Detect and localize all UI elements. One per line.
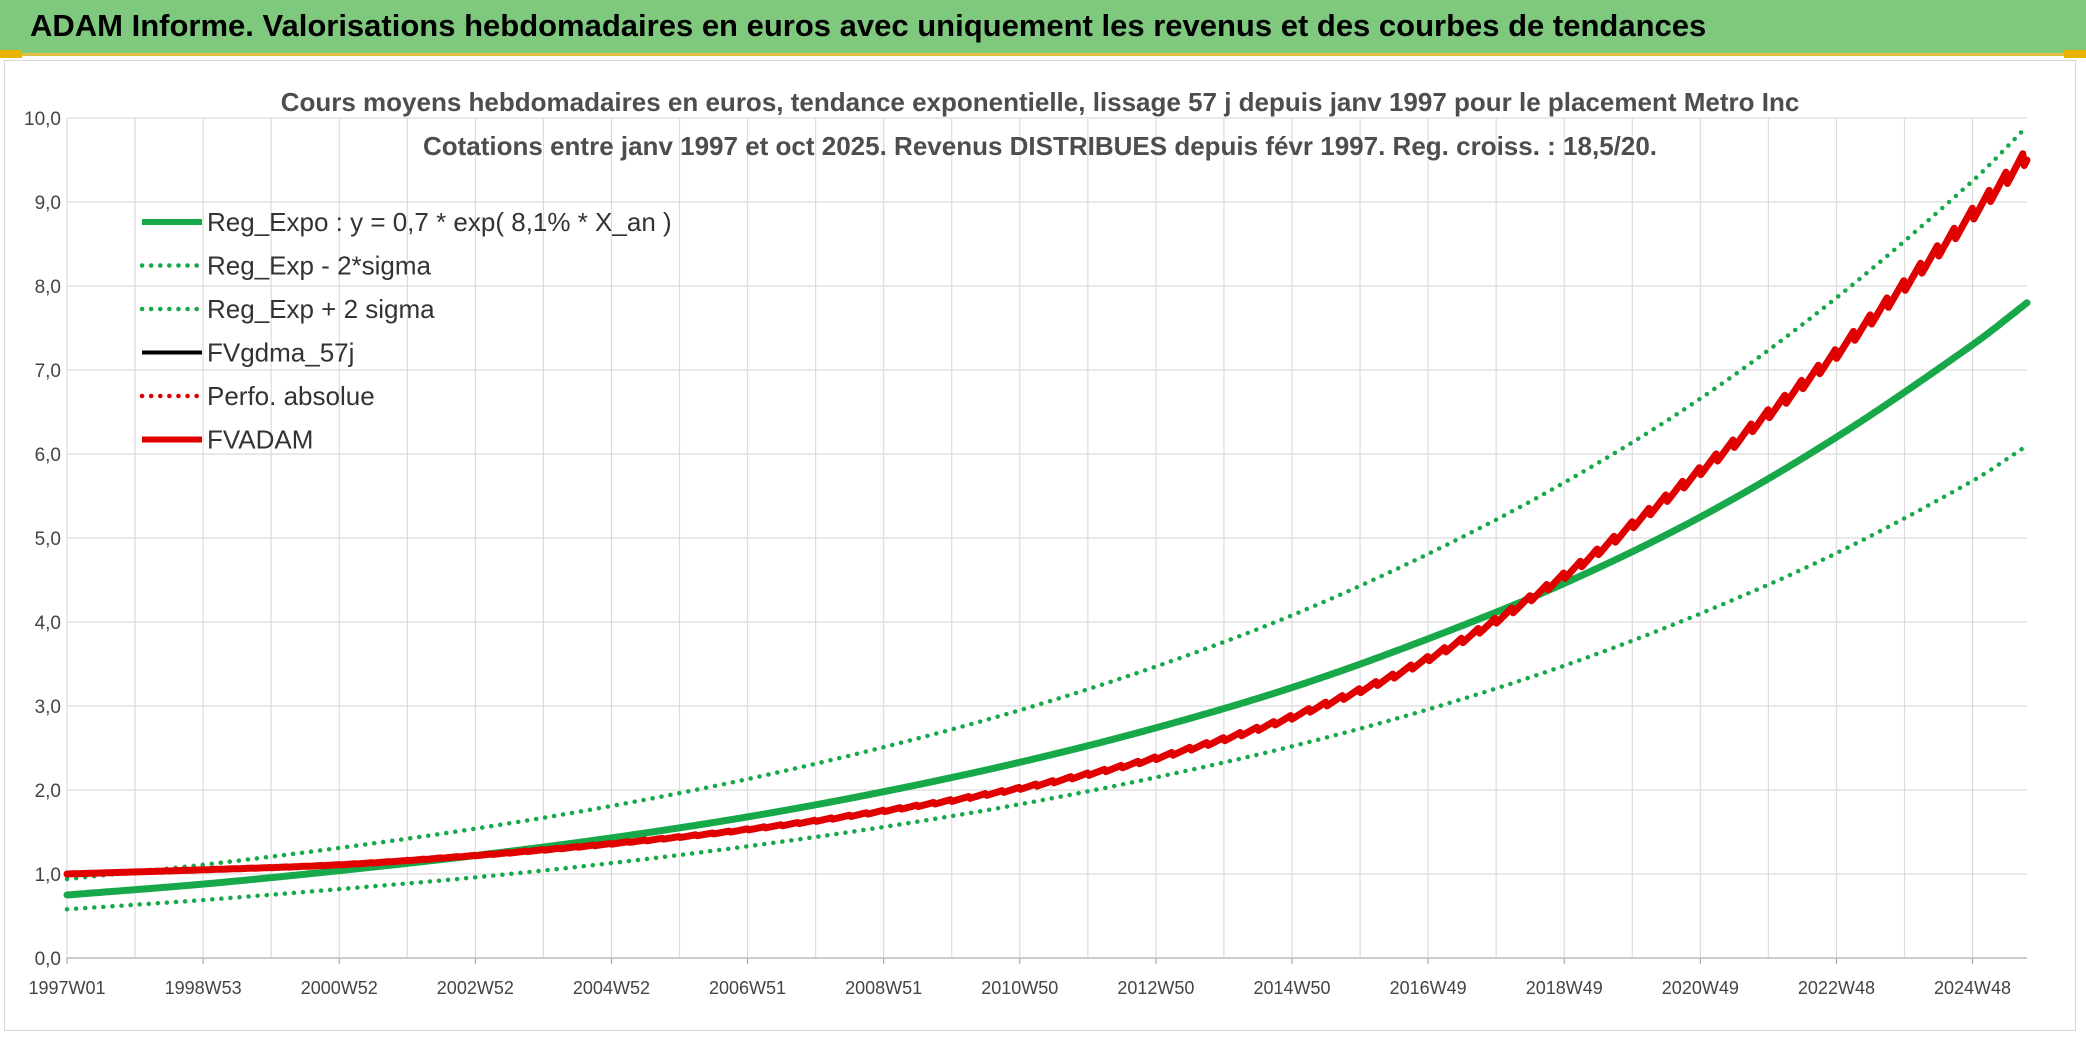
x-tick-label: 2014W50 [1253,978,1330,998]
x-tick-label: 2016W49 [1390,978,1467,998]
legend: Reg_Expo : y = 0,7 * exp( 8,1% * X_an ) R… [139,207,672,455]
chart-subtitle: Cotations entre janv 1997 et oct 2025. R… [423,131,1657,161]
axis-ticks: 0,0 1,0 2,0 3,0 4,0 5,0 6,0 7,0 8,0 9,0 10,0 1997W0… [24,109,2027,998]
x-tick-label: 2000W52 [301,978,378,998]
page-title: ADAM Informe. Valorisations hebdomadaire… [30,8,1707,43]
x-tick-label: 2022W48 [1798,978,1875,998]
x-tick-label: 2012W50 [1117,978,1194,998]
y-tick-label: 2,0 [35,781,61,802]
legend-label: Reg_Exp - 2*sigma [207,251,432,281]
y-tick-label: 6,0 [35,445,61,466]
chart-title: Cours moyens hebdomadaires en euros, ten… [281,87,1800,117]
y-tick-label: 5,0 [35,529,61,550]
y-tick-label: 1,0 [35,865,61,886]
legend-label: Perfo. absolue [207,381,375,411]
y-tick-label: 7,0 [35,361,61,382]
legend-label: Reg_Expo : y = 0,7 * exp( 8,1% * X_an ) [207,207,672,237]
chart-frame [4,60,2076,1031]
x-tick-label: 2002W52 [437,978,514,998]
x-tick-label: 1998W53 [165,978,242,998]
corner-accent-right [2064,50,2086,58]
y-tick-label: 4,0 [35,613,61,634]
x-tick-label: 2004W52 [573,978,650,998]
legend-label: Reg_Exp + 2 sigma [207,294,435,324]
x-tick-label: 2006W51 [709,978,786,998]
legend-label: FVgdma_57j [207,338,354,368]
legend-label: FVADAM [207,425,313,455]
x-tick-label: 1997W01 [28,978,105,998]
y-tick-label: 10,0 [24,109,61,130]
x-tick-label: 2020W49 [1662,978,1739,998]
series-lines [63,124,2031,912]
x-tick-label: 2018W49 [1526,978,1603,998]
series-line-1 [64,443,2030,912]
y-tick-label: 3,0 [35,697,61,718]
x-tick-label: 2024W48 [1934,978,2011,998]
x-tick-label: 2010W50 [981,978,1058,998]
corner-accent-left [0,50,22,58]
y-tick-label: 8,0 [35,277,61,298]
series-line-2 [64,124,2030,882]
y-tick-label: 0,0 [35,949,61,970]
series-line-5 [63,150,2031,878]
header-banner: ADAM Informe. Valorisations hebdomadaire… [0,0,2086,56]
x-tick-label: 2008W51 [845,978,922,998]
y-tick-label: 9,0 [35,193,61,214]
grid-lines [66,117,2027,959]
